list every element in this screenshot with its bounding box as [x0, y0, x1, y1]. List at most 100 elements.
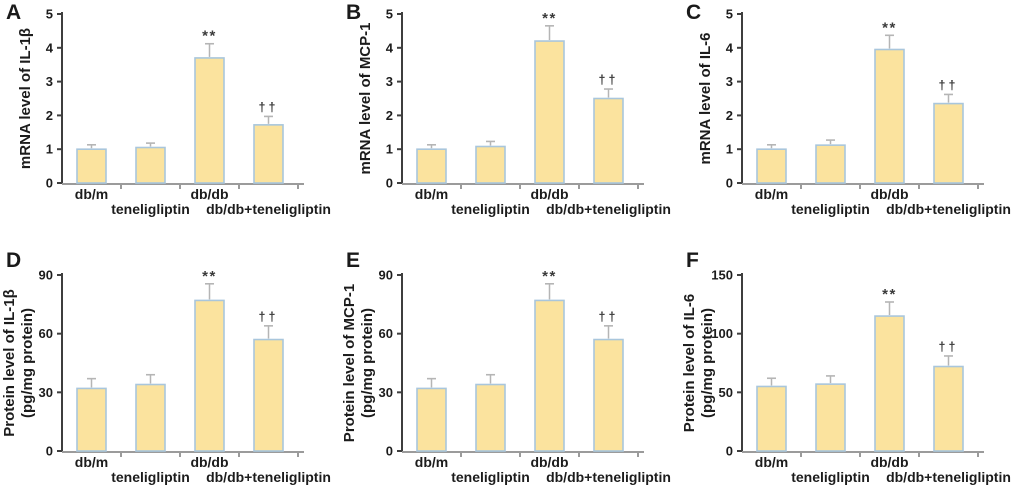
x-category-label: db/db: [530, 454, 568, 470]
significance-annotation: ††: [259, 100, 279, 114]
y-tick-label: 1: [46, 142, 53, 157]
bar-db/db+teneligliptin: [933, 102, 964, 184]
y-tick-label: 0: [386, 176, 393, 191]
x-category-label: db/m: [75, 186, 108, 202]
bar-db/db+teneligliptin: [253, 338, 284, 452]
x-category-label: db/db: [530, 186, 568, 202]
x-category-label: teneligliptin: [111, 469, 190, 485]
y-tick-label: 1: [386, 142, 393, 157]
y-tick-label: 0: [46, 176, 53, 191]
y-tick-label: 4: [386, 40, 394, 55]
bar-db/m: [756, 148, 787, 184]
x-category-label: db/db+teneligliptin: [206, 201, 331, 217]
bar-teneligliptin: [815, 383, 846, 452]
significance-annotation: **: [882, 286, 897, 303]
bar-teneligliptin: [475, 145, 506, 184]
panel-letter-a: A: [6, 1, 22, 24]
y-tick-label: 2: [726, 108, 733, 123]
y-tick-label: 0: [386, 444, 393, 459]
y-axis-title-line: mRNA level of MCP-1: [357, 23, 374, 175]
x-category-label: db/db: [190, 454, 228, 470]
x-category-label: db/db+teneligliptin: [206, 469, 331, 485]
y-tick-label: 150: [711, 268, 733, 283]
y-tick-label: 4: [46, 40, 54, 55]
y-tick-label: 3: [46, 74, 53, 89]
bar-db/db: [874, 315, 905, 452]
y-tick-label: 4: [726, 40, 734, 55]
significance-annotation: ††: [259, 310, 279, 324]
bar-db/m: [76, 387, 107, 452]
x-category-label: db/db+teneligliptin: [886, 469, 1011, 485]
bar-db/db: [194, 57, 225, 184]
x-category-label: db/db+teneligliptin: [546, 469, 671, 485]
bar-db/db: [874, 48, 905, 184]
y-axis-title-line: Protein level of IL-1β: [1, 289, 18, 437]
x-category-label: db/m: [755, 454, 788, 470]
significance-annotation: ††: [599, 310, 619, 324]
y-tick-label: 100: [711, 326, 733, 341]
significance-annotation: **: [202, 28, 217, 45]
panel-a-mrna-il1b: A 0 1 2 3 4 5 db/m teneligliptin ** db/db †† db/db+…: [0, 0, 340, 245]
x-category-label: db/db: [870, 454, 908, 470]
panel-letter-f: F: [686, 249, 699, 272]
bar-teneligliptin: [135, 146, 166, 184]
y-tick-label: 5: [386, 7, 393, 22]
x-category-label: db/m: [755, 186, 788, 202]
y-tick-label: 3: [386, 74, 393, 89]
significance-annotation: **: [542, 10, 557, 27]
y-axis-title-line: mRNA level of IL-1β: [17, 28, 34, 169]
panel-letter-d: D: [6, 249, 22, 272]
x-category-label: teneligliptin: [451, 469, 530, 485]
y-tick-label: 30: [379, 385, 393, 400]
x-category-label: db/db: [190, 186, 228, 202]
x-category-label: db/m: [415, 186, 448, 202]
panel-b-mrna-mcp1: B 0 1 2 3 4 5 db/m teneligliptin ** db/db †† db/db+…: [340, 0, 680, 245]
panel-e-protein-mcp1: E 0 30 60 90 db/m teneligliptin ** db/db †† db/db…: [340, 245, 680, 491]
bar-db/db: [534, 40, 565, 184]
y-tick-label: 60: [379, 326, 393, 341]
significance-annotation: **: [542, 268, 557, 285]
y-tick-label: 0: [726, 444, 733, 459]
bar-db/db+teneligliptin: [593, 97, 624, 184]
significance-annotation: ††: [939, 78, 959, 92]
y-tick-label: 2: [46, 108, 53, 123]
y-tick-label: 0: [46, 444, 53, 459]
y-axis-title-line: (pg/mg protein): [19, 308, 36, 418]
y-tick-label: 0: [726, 176, 733, 191]
y-tick-label: 30: [39, 385, 53, 400]
significance-annotation: **: [202, 268, 217, 285]
bar-db/db: [194, 299, 225, 452]
y-tick-label: 90: [39, 268, 53, 283]
bar-db/db+teneligliptin: [593, 338, 624, 452]
panel-f-protein-il6: F 0 50 100 150 db/m teneligliptin ** db/db †† db/…: [680, 245, 1020, 491]
y-tick-label: 2: [386, 108, 393, 123]
x-category-label: teneligliptin: [111, 201, 190, 217]
y-tick-label: 60: [39, 326, 53, 341]
y-tick-label: 5: [46, 7, 53, 22]
panel-c-mrna-il6: C 0 1 2 3 4 5 db/m teneligliptin ** db/db †† db/db+…: [680, 0, 1020, 245]
bar-db/m: [756, 385, 787, 452]
x-category-label: db/db: [870, 186, 908, 202]
panel-d-protein-il1b: D 0 30 60 90 db/m teneligliptin ** db/db †† db/db…: [0, 245, 340, 491]
bar-teneligliptin: [475, 383, 506, 452]
bar-db/db+teneligliptin: [933, 365, 964, 452]
x-category-label: db/m: [415, 454, 448, 470]
y-axis-title-line: Protein level of MCP-1: [341, 284, 358, 442]
bar-db/db: [534, 299, 565, 452]
y-tick-label: 3: [726, 74, 733, 89]
y-axis-title-line: Protein level of IL-6: [681, 294, 698, 432]
y-axis-title-line: (pg/mg protein): [359, 308, 376, 418]
y-tick-label: 1: [726, 142, 733, 157]
bar-teneligliptin: [135, 383, 166, 452]
y-axis-title-line: mRNA level of IL-6: [697, 33, 714, 165]
bar-db/db+teneligliptin: [253, 124, 284, 184]
bar-db/m: [76, 148, 107, 184]
bar-teneligliptin: [815, 144, 846, 184]
y-tick-label: 50: [719, 385, 733, 400]
